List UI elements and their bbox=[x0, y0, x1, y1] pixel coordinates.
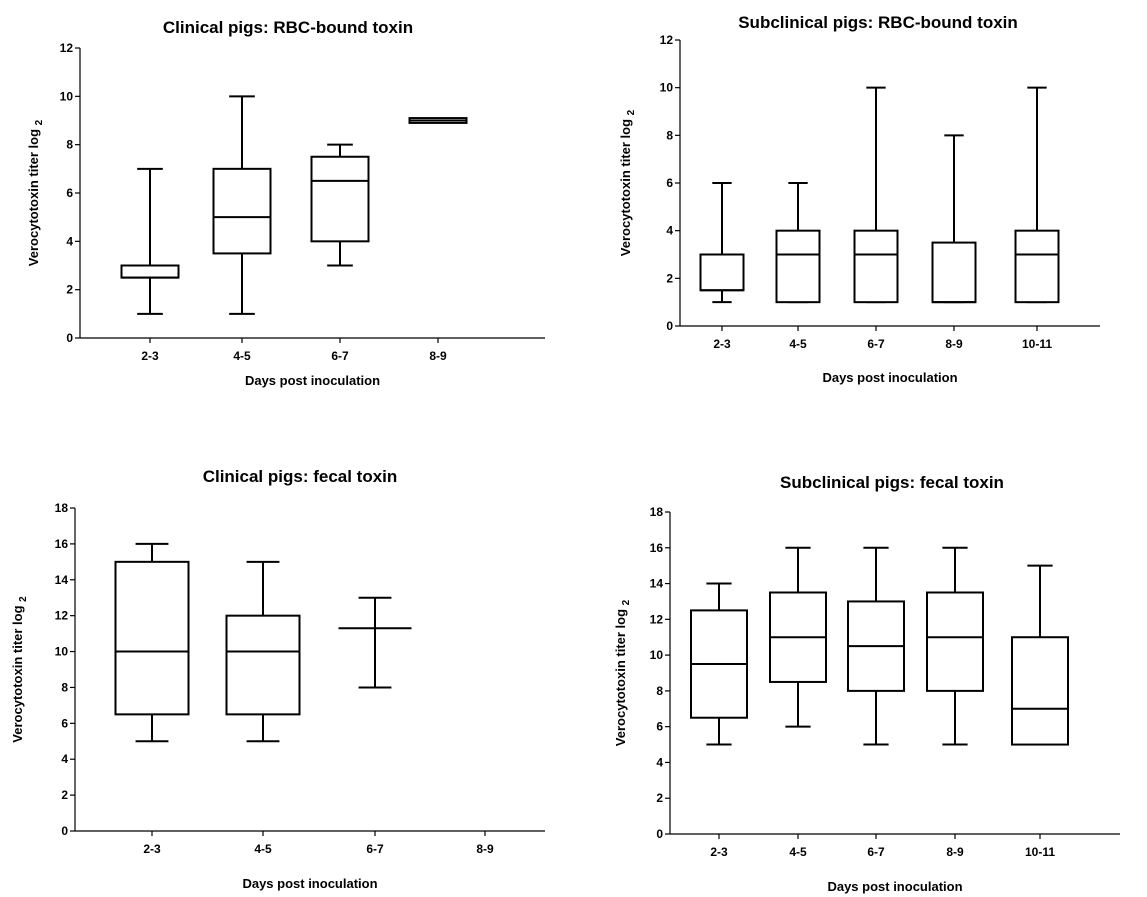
x-axis-label: Days post inoculation bbox=[827, 879, 962, 894]
y-tick-label: 10 bbox=[650, 648, 664, 662]
y-tick-label: 12 bbox=[55, 609, 69, 623]
y-tick-label: 6 bbox=[66, 186, 73, 200]
iqr-box bbox=[853, 229, 899, 304]
y-tick-label: 4 bbox=[61, 752, 68, 766]
chart-panel-4: Subclinical pigs: fecal toxin 0 2 4 6 8 10 12 14… bbox=[613, 473, 1120, 894]
x-tick-label: 10-11 bbox=[1022, 337, 1052, 351]
y-tick-label: 12 bbox=[650, 612, 664, 626]
x-tick-label: 4-5 bbox=[254, 842, 272, 856]
box-10-11 bbox=[1014, 86, 1060, 304]
iqr-box bbox=[926, 591, 984, 692]
y-tick-label: 8 bbox=[61, 680, 68, 694]
iqr-box bbox=[310, 155, 370, 243]
y-tick-label: 0 bbox=[61, 824, 68, 838]
y-axis-label: Verocytotoxin titer log 2 bbox=[10, 596, 29, 743]
box-8-9 bbox=[408, 117, 468, 124]
x-tick-label: 2-3 bbox=[143, 842, 161, 856]
y-tick-label: 14 bbox=[55, 573, 69, 587]
box-2-3 bbox=[690, 582, 748, 746]
iqr-box bbox=[225, 614, 301, 716]
box-4-5 bbox=[775, 182, 821, 304]
y-tick-label: 4 bbox=[666, 224, 673, 238]
y-tick-label: 10 bbox=[60, 89, 74, 103]
iqr-box bbox=[931, 241, 977, 304]
y-tick-label: 8 bbox=[656, 684, 663, 698]
x-tick-label: 2-3 bbox=[713, 337, 731, 351]
x-tick-label: 10-11 bbox=[1025, 845, 1055, 859]
y-tick-label: 10 bbox=[660, 81, 674, 95]
x-tick-label: 6-7 bbox=[331, 349, 349, 363]
box-2-3 bbox=[114, 542, 190, 743]
iqr-box bbox=[212, 167, 272, 255]
x-tick-label: 6-7 bbox=[366, 842, 384, 856]
x-axis-label: Days post inoculation bbox=[242, 876, 377, 891]
x-tick-label: 2-3 bbox=[710, 845, 728, 859]
iqr-box bbox=[120, 264, 180, 279]
y-axis-label: Verocytotoxin titer log 2 bbox=[26, 119, 45, 266]
iqr-box bbox=[1011, 636, 1069, 746]
y-tick-label: 2 bbox=[666, 271, 673, 285]
y-axis-label: Verocytotoxin titer log 2 bbox=[618, 109, 637, 256]
x-tick-label: 6-7 bbox=[867, 337, 885, 351]
box-8-9 bbox=[926, 546, 984, 746]
y-tick-label: 6 bbox=[666, 176, 673, 190]
box-4-5 bbox=[225, 560, 301, 743]
box-6-7 bbox=[310, 143, 370, 267]
y-tick-label: 6 bbox=[61, 716, 68, 730]
y-tick-label: 2 bbox=[66, 283, 73, 297]
box-6-7 bbox=[853, 86, 899, 304]
y-tick-label: 10 bbox=[55, 645, 69, 659]
x-tick-label: 8-9 bbox=[945, 337, 963, 351]
x-tick-label: 2-3 bbox=[141, 349, 159, 363]
x-tick-label: 8-9 bbox=[476, 842, 494, 856]
chart-title: Subclinical pigs: RBC-bound toxin bbox=[738, 13, 1018, 32]
box-2-3 bbox=[120, 167, 180, 315]
x-tick-label: 8-9 bbox=[429, 349, 447, 363]
iqr-box bbox=[699, 253, 745, 292]
y-tick-label: 2 bbox=[656, 791, 663, 805]
x-tick-label: 6-7 bbox=[867, 845, 885, 859]
x-tick-label: 4-5 bbox=[789, 337, 807, 351]
y-tick-label: 12 bbox=[60, 41, 74, 55]
box-4-5 bbox=[769, 546, 827, 728]
box-8-9 bbox=[931, 134, 977, 304]
chart-title: Clinical pigs: RBC-bound toxin bbox=[163, 18, 413, 37]
y-tick-label: 0 bbox=[66, 331, 73, 345]
y-tick-label: 14 bbox=[650, 577, 664, 591]
x-tick-label: 8-9 bbox=[946, 845, 964, 859]
x-tick-label: 4-5 bbox=[233, 349, 251, 363]
chart-title: Subclinical pigs: fecal toxin bbox=[780, 473, 1004, 492]
y-axis-label: Verocytotoxin titer log 2 bbox=[613, 599, 632, 746]
box-2-3 bbox=[699, 182, 745, 304]
chart-title: Clinical pigs: fecal toxin bbox=[203, 467, 398, 486]
box-10-11 bbox=[1011, 564, 1069, 746]
y-tick-label: 8 bbox=[66, 138, 73, 152]
box-4-5 bbox=[212, 95, 272, 315]
y-tick-label: 12 bbox=[660, 33, 674, 47]
x-tick-label: 4-5 bbox=[789, 845, 807, 859]
y-tick-label: 0 bbox=[666, 319, 673, 333]
y-tick-label: 18 bbox=[650, 505, 664, 519]
chart-panel-1: Clinical pigs: RBC-bound toxin 0 2 4 6 8 10 12 2… bbox=[26, 18, 545, 388]
y-tick-label: 16 bbox=[650, 541, 664, 555]
y-tick-label: 16 bbox=[55, 537, 69, 551]
y-tick-label: 6 bbox=[656, 720, 663, 734]
y-tick-label: 8 bbox=[666, 128, 673, 142]
y-tick-label: 2 bbox=[61, 788, 68, 802]
iqr-box bbox=[1014, 229, 1060, 304]
x-axis-label: Days post inoculation bbox=[245, 373, 380, 388]
y-tick-label: 18 bbox=[55, 501, 69, 515]
chart-panel-2: Subclinical pigs: RBC-bound toxin 0 2 4 6 8 10… bbox=[618, 13, 1100, 385]
iqr-box bbox=[114, 560, 190, 716]
y-tick-label: 4 bbox=[656, 755, 663, 769]
box-6-7 bbox=[847, 546, 905, 746]
y-tick-label: 0 bbox=[656, 827, 663, 841]
box-6-7 bbox=[338, 596, 412, 689]
chart-panel-3: Clinical pigs: fecal toxin 0 2 4 6 8 10 12 14 16 1… bbox=[10, 467, 545, 891]
iqr-box bbox=[775, 229, 821, 304]
x-axis-label: Days post inoculation bbox=[822, 370, 957, 385]
y-tick-label: 4 bbox=[66, 234, 73, 248]
